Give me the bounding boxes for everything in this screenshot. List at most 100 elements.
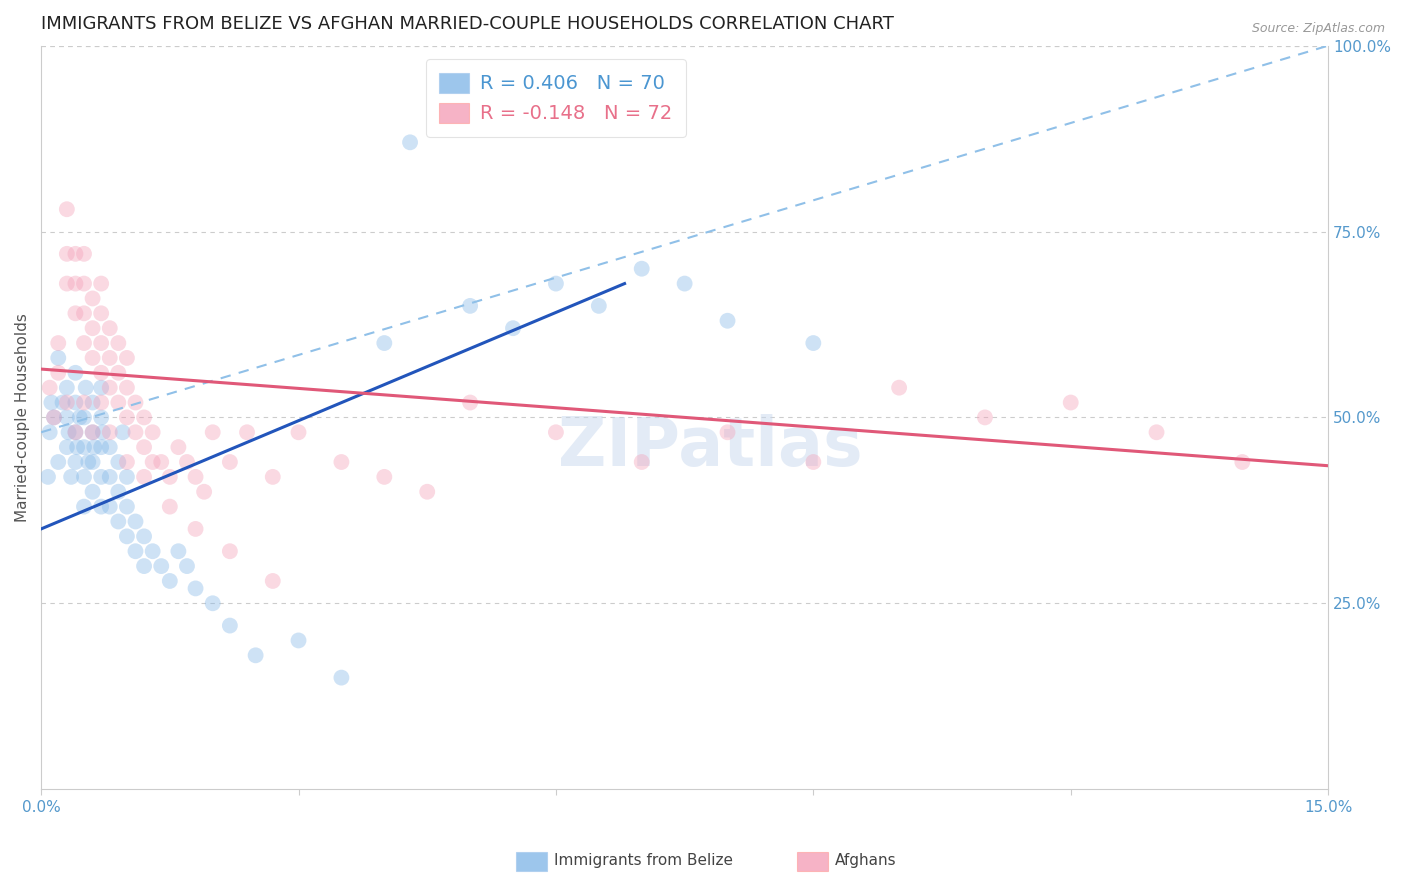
Point bbox=[630, 261, 652, 276]
Point bbox=[60, 470, 83, 484]
Point bbox=[56, 410, 79, 425]
Point bbox=[73, 336, 96, 351]
Point bbox=[115, 351, 138, 365]
Point bbox=[82, 321, 104, 335]
Point bbox=[98, 470, 121, 484]
Point bbox=[887, 381, 910, 395]
Point bbox=[544, 425, 567, 440]
Point bbox=[184, 470, 207, 484]
Point bbox=[42, 410, 65, 425]
Text: Afghans: Afghans bbox=[835, 854, 897, 868]
Point bbox=[416, 484, 439, 499]
Point bbox=[167, 440, 190, 454]
Point bbox=[73, 277, 96, 291]
Point bbox=[630, 455, 652, 469]
Point bbox=[82, 455, 104, 469]
Point bbox=[65, 425, 87, 440]
Point bbox=[90, 366, 112, 380]
Point bbox=[142, 455, 165, 469]
Point bbox=[193, 484, 215, 499]
Point bbox=[91, 425, 114, 440]
Point bbox=[159, 470, 181, 484]
Point bbox=[73, 440, 96, 454]
Point bbox=[51, 395, 73, 409]
Point bbox=[716, 314, 738, 328]
Point bbox=[107, 455, 129, 469]
Point bbox=[90, 470, 112, 484]
Y-axis label: Married-couple Households: Married-couple Households bbox=[15, 313, 30, 522]
Point bbox=[42, 410, 65, 425]
Point bbox=[115, 455, 138, 469]
Point bbox=[673, 277, 696, 291]
Point bbox=[330, 671, 353, 685]
Point bbox=[218, 544, 240, 558]
Text: IMMIGRANTS FROM BELIZE VS AFGHAN MARRIED-COUPLE HOUSEHOLDS CORRELATION CHART: IMMIGRANTS FROM BELIZE VS AFGHAN MARRIED… bbox=[41, 15, 894, 33]
Point bbox=[262, 470, 284, 484]
Point bbox=[58, 425, 80, 440]
Point bbox=[801, 455, 824, 469]
Point bbox=[56, 381, 79, 395]
Point bbox=[73, 306, 96, 320]
Point bbox=[46, 351, 69, 365]
Point bbox=[46, 455, 69, 469]
Point bbox=[46, 366, 69, 380]
Point bbox=[82, 395, 104, 409]
Point bbox=[98, 500, 121, 514]
Point bbox=[107, 484, 129, 499]
Point bbox=[176, 455, 198, 469]
Point bbox=[236, 425, 259, 440]
Point bbox=[46, 336, 69, 351]
Point bbox=[218, 455, 240, 469]
Point bbox=[98, 351, 121, 365]
Point bbox=[132, 410, 155, 425]
Point bbox=[75, 381, 97, 395]
Point bbox=[82, 292, 104, 306]
Point bbox=[150, 455, 173, 469]
Point bbox=[98, 425, 121, 440]
Point bbox=[65, 395, 87, 409]
Point bbox=[176, 559, 198, 574]
Point bbox=[115, 470, 138, 484]
Point bbox=[56, 440, 79, 454]
Point bbox=[218, 618, 240, 632]
Point bbox=[38, 425, 60, 440]
Point bbox=[90, 440, 112, 454]
Point bbox=[115, 410, 138, 425]
Point bbox=[73, 500, 96, 514]
Point bbox=[132, 440, 155, 454]
Point bbox=[73, 247, 96, 261]
Point bbox=[98, 440, 121, 454]
Point bbox=[111, 425, 134, 440]
Point bbox=[83, 440, 105, 454]
Point bbox=[159, 574, 181, 588]
Point bbox=[65, 366, 87, 380]
Point bbox=[107, 395, 129, 409]
Point bbox=[1232, 455, 1254, 469]
Point bbox=[69, 410, 91, 425]
Point bbox=[330, 455, 353, 469]
Point bbox=[245, 648, 267, 663]
Point bbox=[716, 425, 738, 440]
Point bbox=[56, 247, 79, 261]
Point bbox=[90, 410, 112, 425]
Point bbox=[73, 410, 96, 425]
Text: Immigrants from Belize: Immigrants from Belize bbox=[554, 854, 733, 868]
Point bbox=[132, 470, 155, 484]
Point bbox=[801, 336, 824, 351]
Point bbox=[82, 351, 104, 365]
Point bbox=[90, 336, 112, 351]
Point bbox=[82, 425, 104, 440]
Point bbox=[115, 381, 138, 395]
Point bbox=[287, 633, 309, 648]
Point bbox=[588, 299, 610, 313]
Point bbox=[65, 306, 87, 320]
Point bbox=[90, 277, 112, 291]
Point bbox=[73, 395, 96, 409]
Point bbox=[373, 336, 395, 351]
Point bbox=[201, 596, 224, 610]
Point bbox=[1060, 395, 1083, 409]
Point bbox=[82, 425, 104, 440]
Point bbox=[65, 425, 87, 440]
Point bbox=[201, 425, 224, 440]
Point bbox=[287, 425, 309, 440]
